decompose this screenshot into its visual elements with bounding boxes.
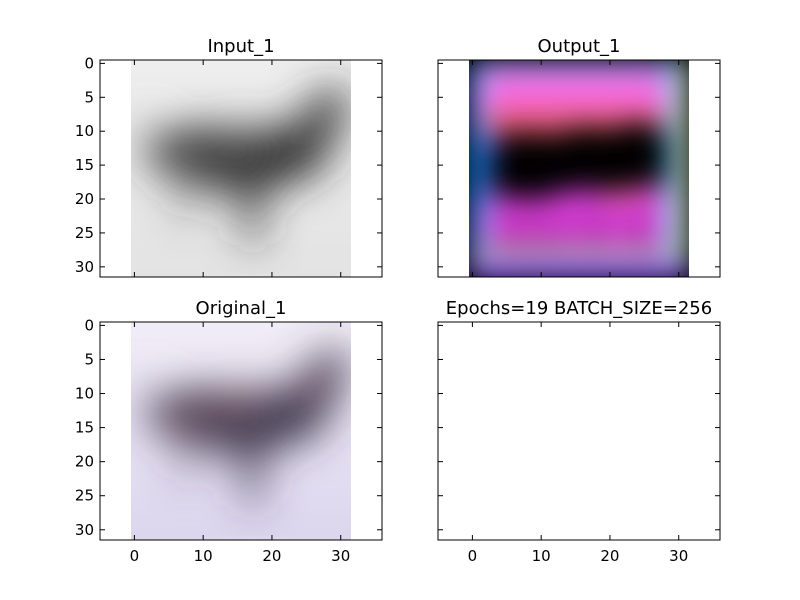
- y-tick-label: 15: [75, 156, 94, 174]
- x-tick-label: 30: [669, 547, 688, 565]
- panel-title: Original_1: [196, 298, 287, 319]
- y-tick-label: 30: [75, 258, 94, 276]
- image-airplane: [130, 60, 352, 277]
- axes-frame: [437, 59, 721, 278]
- y-tick-label: 10: [75, 385, 94, 403]
- axes-frame: [437, 321, 721, 541]
- y-tick-label: 10: [75, 122, 94, 140]
- panel-4: Epochs=19 BATCH_SIZE=256 0 10 20 30: [437, 298, 721, 565]
- axes-frame: [99, 59, 383, 278]
- image-airplane: [130, 322, 352, 540]
- panel-3: Original_1 0 10 20 30 0 5 10 15 20 25 30: [75, 298, 383, 565]
- panel-title: Input_1: [207, 36, 274, 57]
- y-tick-label: 5: [84, 88, 94, 106]
- panel-2: Output_1: [437, 36, 721, 278]
- x-tick-label: 10: [532, 547, 551, 565]
- y-tick-label: 15: [75, 419, 94, 437]
- x-tick-label: 20: [600, 547, 619, 565]
- y-tick-label: 20: [75, 190, 94, 208]
- y-tick-label: 25: [75, 487, 94, 505]
- y-tick-label: 20: [75, 453, 94, 471]
- y-tick-label: 0: [84, 316, 94, 334]
- axes-frame: [99, 321, 383, 541]
- y-tick-label: 5: [84, 350, 94, 368]
- x-tick-label: 20: [262, 547, 281, 565]
- y-tick-label: 30: [75, 521, 94, 539]
- x-tick-label: 10: [194, 547, 213, 565]
- panel-title: Output_1: [538, 36, 621, 57]
- panel-title: Epochs=19 BATCH_SIZE=256: [446, 298, 712, 319]
- x-tick-label: 30: [331, 547, 350, 565]
- panel-1: Input_1 0 5 10 15 20 25 30: [75, 36, 383, 278]
- y-tick-label: 0: [84, 54, 94, 72]
- image-reconstruction: [468, 60, 690, 277]
- y-tick-label: 25: [75, 224, 94, 242]
- x-tick-label: 0: [468, 547, 478, 565]
- x-tick-label: 0: [130, 547, 140, 565]
